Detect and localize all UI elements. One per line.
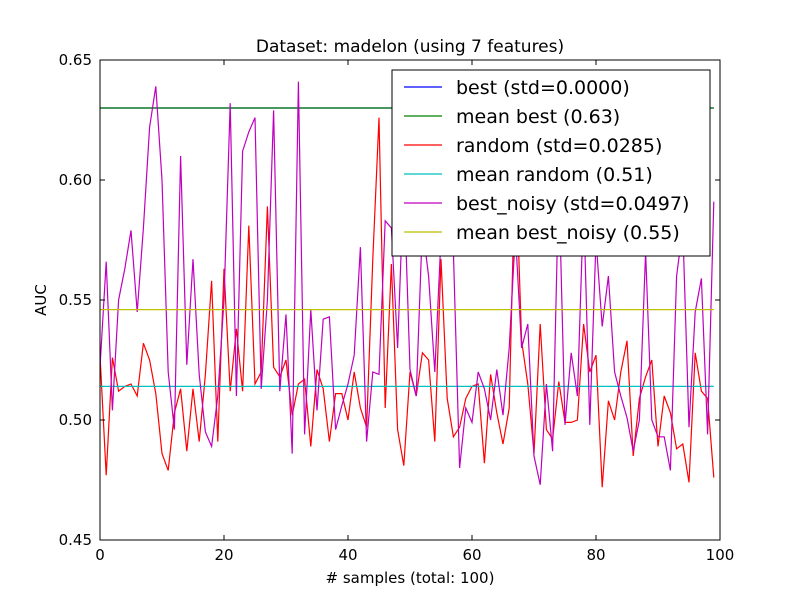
legend-box xyxy=(391,69,711,257)
legend-label-0: best (std=0.0000) xyxy=(456,77,630,99)
x-tick-label: 100 xyxy=(706,546,735,564)
x-tick-label: 0 xyxy=(95,546,105,564)
axis-ticks: 0 20 40 60 80 100 0.45 0.50 0.55 0.60 0.65 xyxy=(59,51,735,564)
y-tick-label: 0.50 xyxy=(59,411,92,429)
y-tick-label: 0.45 xyxy=(59,531,92,549)
y-tick-label: 0.60 xyxy=(59,171,92,189)
x-axis-label: # samples (total: 100) xyxy=(326,569,495,587)
series-line-4 xyxy=(100,81,715,485)
legend-label-1: mean best (0.63) xyxy=(456,106,620,128)
legend: best (std=0.0000) mean best (0.63) random … xyxy=(391,69,711,257)
x-tick-label: 40 xyxy=(338,546,357,564)
chart-title: Dataset: madelon (using 7 features) xyxy=(256,37,564,57)
y-tick-label: 0.55 xyxy=(59,291,92,309)
legend-label-2: random (std=0.0285) xyxy=(456,135,662,157)
x-tick-label: 60 xyxy=(462,546,481,564)
legend-label-5: mean best_noisy (0.55) xyxy=(456,222,680,244)
y-tick-label: 0.65 xyxy=(59,51,92,69)
x-tick-label: 20 xyxy=(214,546,233,564)
y-axis-label: AUC xyxy=(32,284,50,316)
legend-label-4: best_noisy (std=0.0497) xyxy=(456,193,689,215)
legend-label-3: mean random (0.51) xyxy=(456,164,653,186)
x-tick-label: 80 xyxy=(586,546,605,564)
